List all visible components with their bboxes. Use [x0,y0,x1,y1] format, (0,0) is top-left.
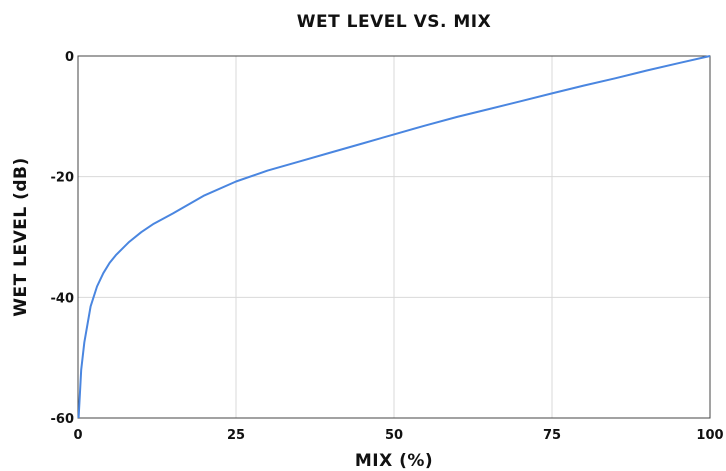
x-axis-label: MIX (%) [355,451,433,471]
chart-title: WET LEVEL VS. MIX [297,12,491,32]
x-tick-label: 50 [385,428,403,443]
x-axis: 0 25 50 75 100 [73,428,723,443]
x-tick-label: 0 [73,428,82,443]
plot-frame [77,55,711,419]
series-layer [77,55,711,419]
y-axis: 0 -20 -40 -60 [51,50,75,427]
x-tick-label: 25 [227,428,245,443]
y-tick-label: -20 [51,171,75,186]
x-tick-label: 75 [543,428,561,443]
y-tick-label: 0 [65,50,74,65]
y-tick-label: -40 [51,291,75,306]
y-axis-label: WET LEVEL (dB) [11,157,31,317]
x-tick-label: 100 [696,428,723,443]
series-line-0 [77,55,711,419]
y-tick-label: -60 [51,412,75,427]
grid [77,55,711,419]
